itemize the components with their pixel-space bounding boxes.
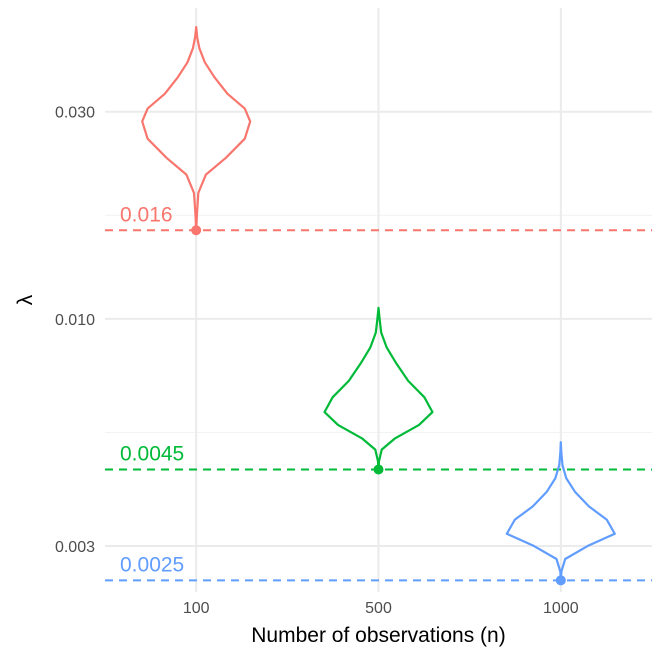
x-tick-label: 1000	[543, 600, 579, 617]
y-tick-label: 0.010	[55, 312, 95, 329]
violins	[141, 26, 616, 582]
grid-lines	[105, 8, 652, 592]
x-axis-title: Number of observations (n)	[251, 624, 505, 647]
reference-labels: 0.016 0.0045 0.0025	[120, 203, 184, 576]
reference-label-500: 0.0045	[120, 442, 184, 465]
reference-label-100: 0.016	[120, 203, 173, 226]
y-axis-title: λ	[14, 294, 37, 305]
violin-500	[323, 306, 434, 471]
reference-point-100	[191, 225, 202, 236]
y-tick-label: 0.030	[55, 105, 95, 122]
x-axis-ticks: 100 500 1000	[183, 600, 579, 617]
reference-point-1000	[555, 575, 566, 586]
violin-100	[141, 26, 252, 232]
reference-point-500	[373, 464, 384, 475]
y-tick-label: 0.003	[55, 539, 95, 556]
x-tick-label: 100	[183, 600, 210, 617]
reference-label-1000: 0.0025	[120, 553, 184, 576]
y-axis-ticks: 0.003 0.010 0.030	[55, 105, 95, 556]
x-tick-label: 500	[365, 600, 392, 617]
reference-points	[191, 225, 566, 586]
violin-1000	[505, 441, 616, 582]
